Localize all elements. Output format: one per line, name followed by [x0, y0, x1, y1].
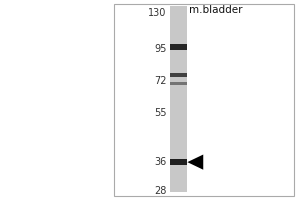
Text: 28: 28 [154, 186, 167, 196]
Text: 72: 72 [154, 76, 167, 86]
Text: 55: 55 [154, 108, 167, 118]
Text: 36: 36 [154, 157, 167, 167]
Text: 130: 130 [148, 8, 166, 18]
Text: 95: 95 [154, 44, 167, 54]
Bar [170, 6, 187, 192]
Bar [170, 44, 187, 50]
Bar [170, 82, 187, 85]
Polygon shape [187, 155, 203, 170]
Bar [170, 159, 187, 165]
Text: m.bladder: m.bladder [189, 5, 243, 15]
Bar [170, 73, 187, 77]
Bar [114, 4, 294, 196]
